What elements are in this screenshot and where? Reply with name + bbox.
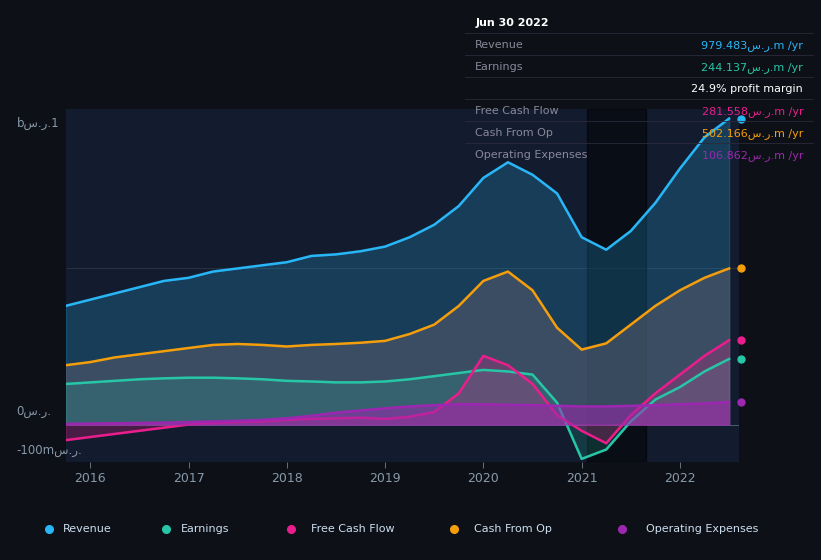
Text: Revenue: Revenue (475, 40, 524, 50)
Text: Free Cash Flow: Free Cash Flow (475, 106, 559, 116)
Text: Operating Expenses: Operating Expenses (646, 524, 759, 534)
Text: bس.ر.1: bس.ر.1 (16, 116, 59, 130)
Text: Cash From Op: Cash From Op (475, 128, 553, 138)
Bar (586, 109, 645, 462)
Text: Cash From Op: Cash From Op (475, 524, 552, 534)
Text: Operating Expenses: Operating Expenses (475, 150, 588, 160)
Text: Free Cash Flow: Free Cash Flow (310, 524, 394, 534)
Text: Revenue: Revenue (63, 524, 112, 534)
Text: 24.9% profit margin: 24.9% profit margin (691, 85, 803, 94)
Text: Jun 30 2022: Jun 30 2022 (475, 18, 548, 29)
Text: Earnings: Earnings (181, 524, 229, 534)
Text: 244.137س.ر.m /yr: 244.137س.ر.m /yr (701, 62, 803, 73)
Text: Earnings: Earnings (475, 62, 524, 72)
Text: 979.483س.ر.m /yr: 979.483س.ر.m /yr (701, 40, 803, 51)
Text: -100mس.ر.: -100mس.ر. (16, 444, 82, 458)
Text: 281.558س.ر.m /yr: 281.558س.ر.m /yr (701, 106, 803, 117)
Text: 502.166س.ر.m /yr: 502.166س.ر.m /yr (702, 128, 803, 139)
Text: 0س.ر.: 0س.ر. (16, 405, 52, 418)
Text: 106.862س.ر.m /yr: 106.862س.ر.m /yr (702, 150, 803, 161)
